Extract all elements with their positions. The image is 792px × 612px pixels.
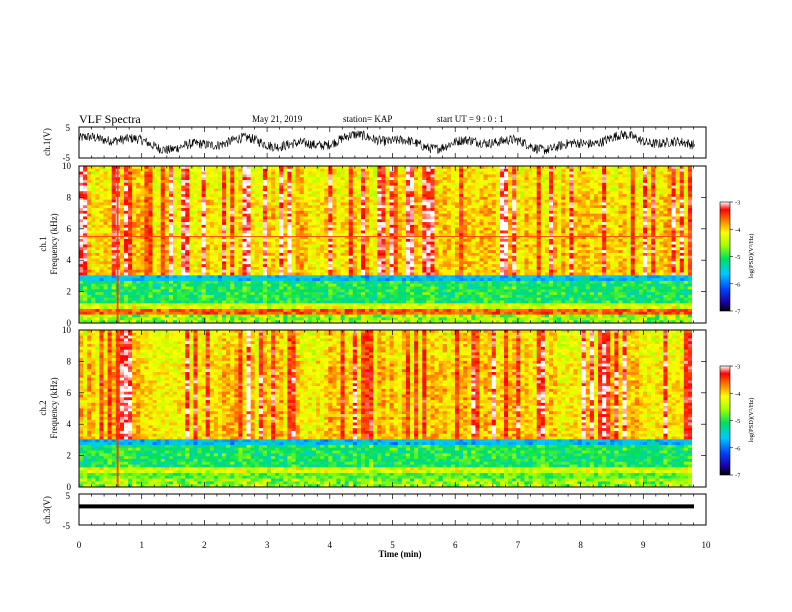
ch1-ylabel: ch.1(V) (42, 128, 52, 156)
x-tick-label: 4 (328, 540, 333, 550)
station-label: station= KAP (343, 114, 392, 124)
ch1-colorbar-scale (719, 201, 731, 312)
x-tick-label: 2 (202, 540, 207, 550)
x-tick-label: 6 (453, 540, 458, 550)
ch1-waveform-panel: 5 -5 ch.1(V) (42, 123, 707, 163)
x-tick-label: 7 (516, 540, 521, 550)
ch1-colorbar-tick-label: -4 (735, 227, 741, 234)
ch2-colorbar-tick-label: -3 (735, 364, 740, 371)
ch1-spec-ylabel-freq: Frequency (kHz) (49, 213, 59, 274)
x-tick-label: 3 (265, 540, 270, 550)
start-time-label: start UT = 9 : 0 : 1 (437, 114, 504, 124)
ch2-colorbar-scale (719, 365, 731, 476)
x-axis-label: Time (min) (378, 549, 421, 559)
ch1-spectrogram-image (79, 166, 706, 324)
ch1-spec-ytick-label: 8 (67, 192, 72, 202)
x-tick-label: 5 (390, 540, 395, 550)
ch2-spec-ytick-label: 0 (67, 482, 72, 492)
ch1-colorbar-tick-label: -5 (735, 254, 740, 261)
date-label: May 21, 2019 (252, 114, 303, 124)
figure-title: VLF Spectra (79, 112, 141, 126)
ch1-spec-ytick-label: 6 (67, 224, 72, 234)
x-tick-label: 0 (77, 540, 82, 550)
ch2-spectrogram-panel: 0 2 4 6 8 10 ch.2 Frequency (kHz) (38, 325, 707, 492)
ch1-colorbar-tick-label: -7 (735, 309, 741, 316)
x-tick-label: 10 (702, 540, 712, 550)
ch1-ytick-top: 5 (66, 123, 71, 133)
ch1-colorbar-tick-label: -3 (735, 200, 740, 207)
x-tick-label: 8 (578, 540, 583, 550)
ch1-spec-ytick-label: 10 (62, 161, 72, 171)
ch2-spec-ylabel-freq: Frequency (kHz) (49, 377, 59, 438)
ch1-spec-ytick-label: 2 (67, 287, 72, 297)
x-tick-label: 9 (641, 540, 646, 550)
ch2-spec-ylabel-ch: ch.2 (38, 400, 48, 415)
ch2-spec-ytick-label: 4 (67, 419, 72, 429)
ch2-colorbar-tick-label: -5 (735, 418, 740, 425)
ch2-colorbar-tick-label: -7 (735, 473, 741, 480)
ch1-spec-ylabel-ch: ch.1 (38, 236, 48, 251)
ch1-colorbar-tick-label: -6 (735, 281, 741, 288)
ch1-spec-ytick-label: 0 (67, 318, 72, 328)
ch2-colorbar-label: log(PSD)(V²/Hz) (748, 398, 755, 443)
ch2-spec-ytick-label: 6 (67, 388, 72, 398)
ch3-ytick-bottom: -5 (63, 521, 71, 531)
ch1-waveform-frame (78, 126, 707, 159)
ch3-ylabel: ch.3(V) (42, 496, 52, 524)
ch1-waveform-trace (79, 130, 695, 155)
ch2-spec-ytick-label: 10 (62, 325, 72, 335)
ch2-spectrogram-image (79, 330, 706, 488)
x-tick-label: 1 (139, 540, 144, 550)
ch1-spectrogram-panel: 0 2 4 6 8 10 ch.1 Frequency (kHz) (38, 161, 707, 328)
ch2-colorbar-tick-label: -6 (735, 445, 741, 452)
ch1-colorbar: -3 -4 -5 -6 -7 log(PSD)(V²/Hz) (719, 200, 755, 316)
ch2-colorbar-tick-label: -4 (735, 391, 741, 398)
ch3-ytick-top: 5 (66, 491, 71, 501)
ch2-spec-ytick-label: 8 (67, 356, 72, 366)
ch1-spec-ytick-label: 4 (67, 255, 72, 265)
ch2-colorbar: -3 -4 -5 -6 -7 log(PSD)(V²/Hz) (719, 364, 755, 480)
ch1-ytick-bottom: -5 (63, 153, 71, 163)
ch3-waveform-panel: 5 -5 ch.3(V) (42, 491, 707, 531)
ch2-spec-ytick-label: 2 (67, 451, 72, 461)
x-axis-tick-labels: 0 1 2 3 4 5 6 7 8 9 10 (77, 540, 711, 550)
ch1-colorbar-label: log(PSD)(V²/Hz) (748, 234, 755, 279)
